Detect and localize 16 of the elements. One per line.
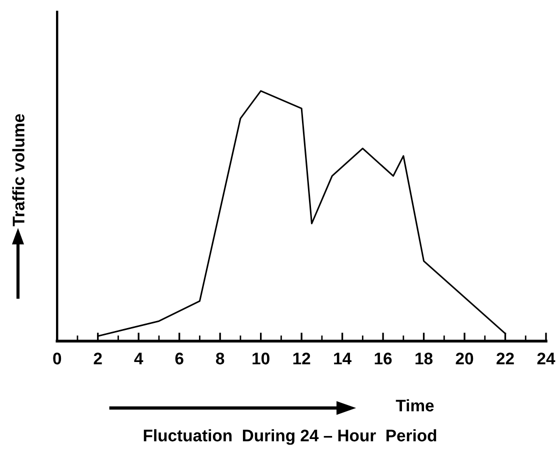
y-axis-title: Traffic volume [12,114,24,226]
x-tick-label: 24 [537,352,556,364]
x-tick-label: 10 [252,352,270,364]
x-tick-label: 8 [216,352,224,364]
x-tick-label: 16 [374,352,392,364]
x-tick-label: 0 [53,352,62,364]
x-tick-label: 22 [496,352,514,364]
x-tick-label: 6 [175,352,184,364]
x-tick-label: 2 [94,352,102,364]
x-tick-label: 18 [416,352,433,364]
x-axis-title: Time [396,399,434,412]
text: Fluctuation During 24 – Hour Period [144,429,436,445]
x-tick-label: 14 [334,352,352,364]
x-tick-label: 20 [456,352,474,364]
x-tick-label: 12 [293,352,310,364]
x-tick-label: 4 [134,352,144,364]
